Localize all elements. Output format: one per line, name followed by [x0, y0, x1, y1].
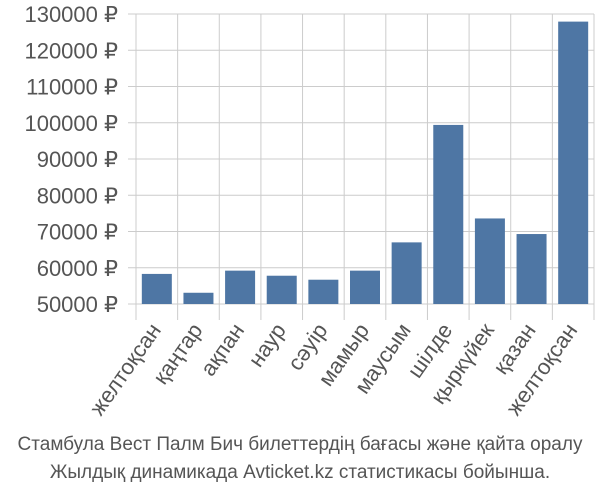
y-tick-label: 110000 ₽ — [26, 75, 118, 100]
grid-lines — [128, 13, 595, 320]
chart-caption-line-1: Стамбула Вест Палм Бич билеттердің бағас… — [17, 434, 583, 455]
price-bar-chart: 50000 ₽ 60000 ₽ 70000 ₽ 80000 ₽ 90000 ₽ 10000… — [24, 2, 595, 420]
bar — [350, 270, 380, 304]
bar — [141, 273, 172, 304]
bars — [141, 21, 589, 305]
y-tick-label: 70000 ₽ — [37, 220, 118, 245]
bar — [266, 275, 297, 304]
x-tick-label: ақпан — [195, 319, 249, 381]
chart-caption-line-2: Жылдық динамикада Avticket.kz статистика… — [49, 462, 551, 483]
bar — [308, 279, 339, 304]
bar — [183, 292, 214, 304]
bar — [225, 270, 256, 304]
x-tick-label: наур — [243, 319, 291, 372]
y-tick-label: 120000 ₽ — [24, 38, 118, 63]
y-axis-tick-labels: 50000 ₽ 60000 ₽ 70000 ₽ 80000 ₽ 90000 ₽ 10000… — [24, 2, 118, 317]
y-tick-label: 50000 ₽ — [37, 292, 118, 317]
bar — [391, 242, 422, 304]
bar — [516, 234, 547, 304]
y-tick-label: 100000 ₽ — [24, 111, 118, 136]
bar — [474, 218, 505, 304]
y-tick-label: 60000 ₽ — [37, 256, 118, 281]
y-tick-label: 90000 ₽ — [37, 147, 118, 172]
y-tick-label: 80000 ₽ — [37, 183, 118, 208]
bar — [558, 21, 589, 305]
bar — [433, 124, 464, 304]
x-axis-tick-labels: желтоқсанқаңтарақпаннаурсәуірмамырмаусым… — [85, 318, 583, 420]
y-tick-label: 130000 ₽ — [24, 2, 118, 27]
